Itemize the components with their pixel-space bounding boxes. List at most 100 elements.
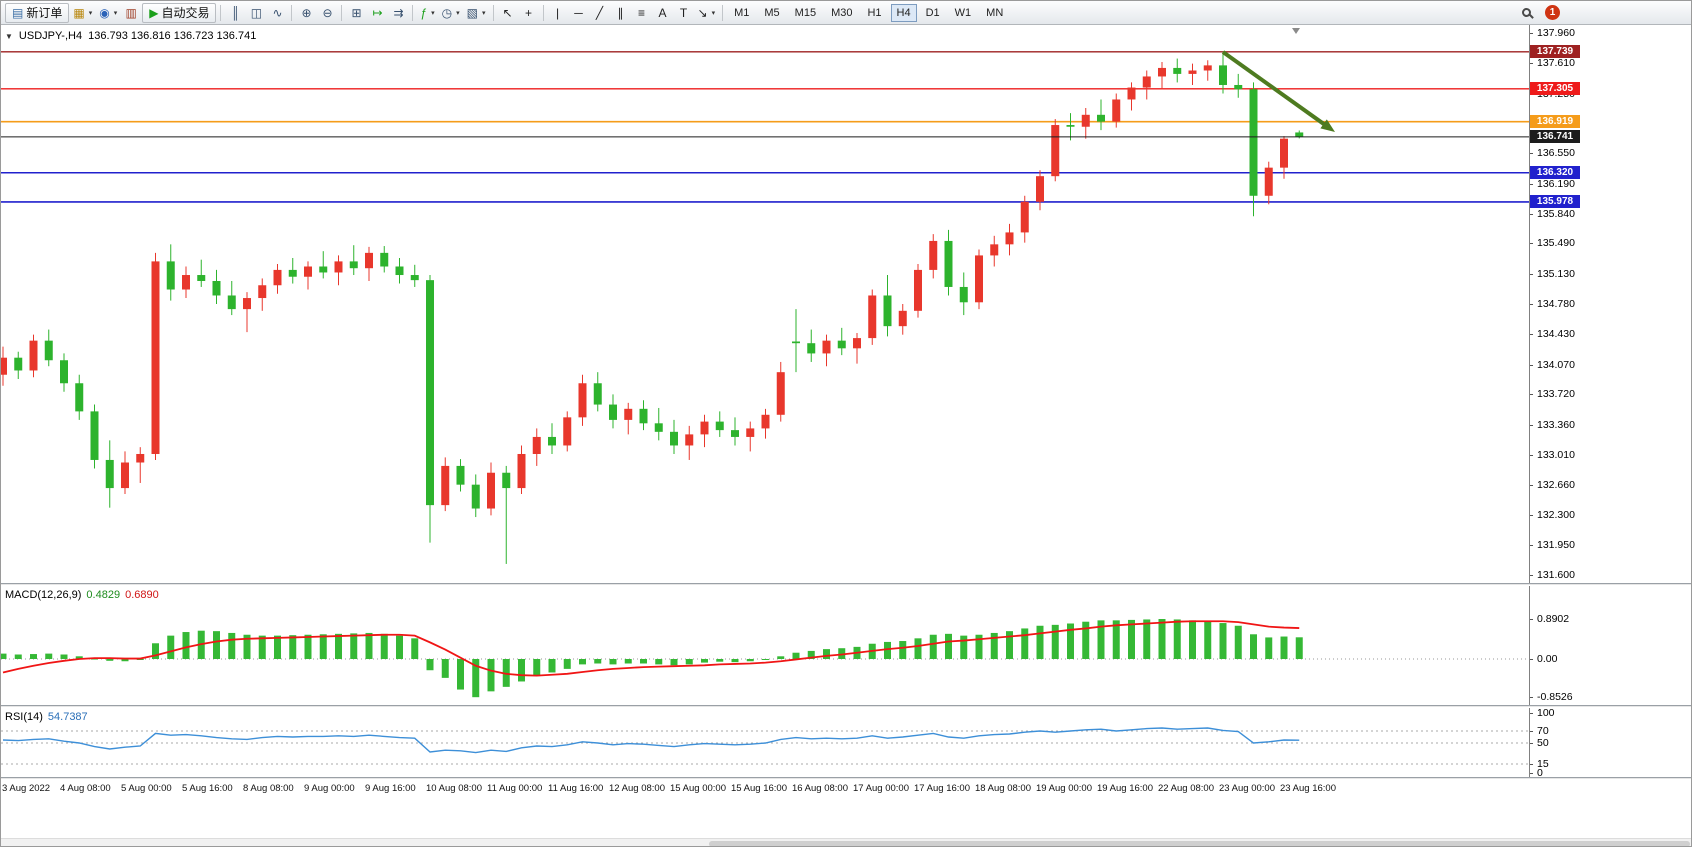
rsi-chart[interactable] <box>1 708 1529 777</box>
scrollbar-thumb[interactable] <box>708 841 1690 846</box>
time-axis-label: 9 Aug 00:00 <box>304 783 355 794</box>
tf-MN[interactable]: MN <box>986 6 1004 19</box>
notification-badge[interactable]: 1 <box>1545 5 1560 20</box>
tf-H4[interactable]: H4 <box>890 3 917 22</box>
profiles-icon[interactable]: ◉ ▾ <box>96 3 120 23</box>
macd-signal-line <box>2 620 1300 677</box>
candle-body <box>380 252 389 267</box>
candle-body <box>151 261 160 454</box>
tf-M5[interactable]: M5 <box>764 6 780 19</box>
toolbar-separator <box>542 4 544 21</box>
macd-main-value: 0.4829 <box>86 589 121 601</box>
chart-menu-icon[interactable]: ▼ <box>5 31 13 41</box>
candle-body <box>868 295 877 339</box>
tf-M30[interactable]: M30 <box>831 6 853 19</box>
fibonacci-icon[interactable]: ≡ <box>632 3 652 23</box>
macd-bar <box>1112 620 1120 659</box>
zoom-out-icon[interactable]: ⊖ <box>317 3 337 23</box>
macd-bar <box>777 656 785 659</box>
time-axis[interactable]: 3 Aug 2022 4 Aug 08:00 5 Aug 00:00 5 Aug 16… <box>1 781 1691 797</box>
macd-chart[interactable] <box>1 586 1529 705</box>
rsi-axis-label: 15 <box>1537 758 1549 770</box>
candle-body <box>60 360 68 384</box>
rsi-value: 54.7387 <box>47 711 88 723</box>
line-chart-icon[interactable]: ∿ <box>267 3 287 23</box>
candle-body <box>761 414 770 429</box>
macd-bar <box>472 659 480 698</box>
templates-icon[interactable]: ▧ ▾ <box>464 3 489 23</box>
time-axis-label: 4 Aug 08:00 <box>60 783 111 794</box>
candle-body <box>349 261 358 269</box>
time-axis-label: 15 Aug 00:00 <box>670 783 726 794</box>
price-chart[interactable] <box>1 25 1529 583</box>
text-label-glyph: T <box>679 5 688 20</box>
candle-body <box>929 240 938 270</box>
arrows-icon[interactable]: ↘ ▾ <box>695 3 719 23</box>
horizontal-scrollbar[interactable] <box>1 838 1691 846</box>
candle-body <box>14 357 23 371</box>
tf-H1[interactable]: H1 <box>867 6 882 19</box>
zoom-in-icon[interactable]: ⊕ <box>296 3 316 23</box>
candle-body <box>609 404 617 420</box>
macd-signal-value: 0.6890 <box>125 589 159 601</box>
panel-separator-rsi[interactable] <box>1 705 1691 708</box>
time-axis-label: 19 Aug 00:00 <box>1036 783 1092 794</box>
tf-M1[interactable]: M1 <box>734 6 750 19</box>
candle-body <box>578 383 587 418</box>
periods-icon[interactable]: ◷ ▾ <box>439 3 463 23</box>
crosshair-icon[interactable]: + <box>519 3 539 23</box>
candle-body <box>532 436 541 454</box>
candle-body <box>121 462 129 489</box>
candle-body <box>502 472 511 489</box>
macd-bar <box>243 634 251 659</box>
periods-glyph: ◷ <box>441 5 453 20</box>
new-order-button[interactable]: ▤ 新订单 <box>5 2 70 23</box>
macd-name: MACD(12,26,9) <box>5 589 82 601</box>
price-axis[interactable]: 137.960137.610137.250136.900136.550136.1… <box>1529 25 1691 583</box>
equidistant-channel-icon[interactable]: ∥ <box>611 3 631 23</box>
tile-windows-icon[interactable]: ⊞ <box>346 3 366 23</box>
profiles-caret: ▾ <box>113 9 118 17</box>
autotrading-button[interactable]: ▶ 自动交易 <box>142 2 217 23</box>
tf-W1[interactable]: W1 <box>954 6 972 19</box>
market-watch-icon[interactable]: ▥ <box>121 3 141 23</box>
zoom-out-glyph: ⊖ <box>322 5 333 20</box>
arrows-caret: ▾ <box>711 9 716 17</box>
candlestick-chart-icon[interactable]: ◫ <box>246 3 266 23</box>
bar-chart-icon[interactable]: ║ <box>225 3 245 23</box>
price-axis-label: 132.660 <box>1537 478 1575 491</box>
text-icon[interactable]: A <box>653 3 673 23</box>
candle-body <box>944 240 953 287</box>
candle-body <box>471 484 480 509</box>
time-axis-label: 16 Aug 08:00 <box>792 783 848 794</box>
trend-arrow[interactable] <box>1221 50 1329 128</box>
text-label-icon[interactable]: T <box>674 3 694 23</box>
candlestick-chart-glyph: ◫ <box>250 5 263 20</box>
indicators-caret: ▾ <box>431 9 435 17</box>
auto-scroll-icon[interactable]: ↦ <box>367 3 387 23</box>
indicators-icon[interactable]: ƒ ▾ <box>417 3 437 23</box>
candle-body <box>1173 67 1182 74</box>
price-line-tag: 137.305 <box>1530 81 1580 95</box>
price-axis-label: 134.430 <box>1537 327 1575 340</box>
horizontal-line-icon[interactable]: ─ <box>569 3 589 23</box>
candle-body <box>288 269 297 277</box>
candle-body <box>1 357 7 375</box>
candle-body <box>639 408 648 424</box>
tf-D1[interactable]: D1 <box>925 6 940 19</box>
tf-M15[interactable]: M15 <box>794 6 817 19</box>
macd-bar <box>60 654 68 659</box>
candle-body <box>273 269 282 286</box>
candle-body <box>243 298 251 310</box>
vertical-line-icon[interactable]: | <box>548 3 568 23</box>
chart-shift-icon[interactable]: ⇉ <box>388 3 408 23</box>
new-chart-icon[interactable]: ▦ ▾ <box>70 3 95 23</box>
macd-bar <box>136 659 144 660</box>
panel-separator-macd[interactable] <box>1 583 1691 586</box>
trendline-icon[interactable]: ╱ <box>590 3 610 23</box>
cursor-icon[interactable]: ↖ <box>498 3 518 23</box>
chart-shift-marker[interactable] <box>1292 28 1300 34</box>
candle-body <box>1295 132 1304 137</box>
price-axis-label: 135.130 <box>1537 268 1575 281</box>
search-icon[interactable] <box>1516 3 1536 23</box>
